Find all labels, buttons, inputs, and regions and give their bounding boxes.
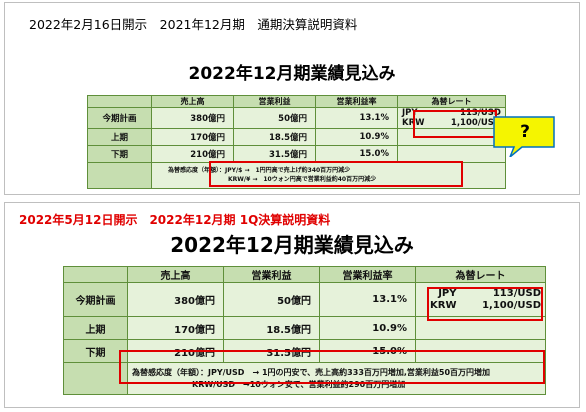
fx-currency: JPY xyxy=(402,108,418,118)
note-line: KRW/¥ → 10ウォン円高で営業利益約40百万円減少 xyxy=(228,175,377,183)
table-note-row: 為替感応度（年額）：JPY/USD → 1円の円安で、売上高約333百万円増加,… xyxy=(63,362,546,395)
sales-cell: 170億円 xyxy=(127,316,224,340)
fx-sensitivity-note: 為替感応度（年額）：JPY/USD → 1円の円安で、売上高約333百万円増加,… xyxy=(127,362,546,395)
table-row: 下期 210億円 31.5億円 15.0% xyxy=(87,145,506,164)
fx-currency: JPY xyxy=(438,287,457,299)
row-label: 下期 xyxy=(63,339,128,363)
disclosure-date: 2022年2月16日開示 2021年12月期 通期決算説明資料 xyxy=(29,17,358,32)
note-highlight xyxy=(119,350,545,384)
fx-value: 113/USD xyxy=(460,108,501,118)
table-row: 上期 170億円 18.5億円 10.9% xyxy=(63,316,546,340)
slide-title: 2022年12月期業績見込み xyxy=(170,233,414,257)
slide-feb-2022: 2022年2月16日開示 2021年12月期 通期決算説明資料 2022年12月… xyxy=(4,2,580,195)
margin-cell: 13.1% xyxy=(319,282,416,317)
op-cell: 18.5億円 xyxy=(233,128,316,147)
slide-title: 2022年12月期業績見込み xyxy=(188,64,396,84)
sales-cell: 380億円 xyxy=(151,106,234,130)
header-blank xyxy=(63,266,128,283)
margin-cell: 15.0% xyxy=(315,145,398,164)
op-cell: 50億円 xyxy=(223,282,320,317)
header-operating-profit: 営業利益 xyxy=(223,266,320,283)
table-row: 上期 170億円 18.5億円 10.9% xyxy=(87,128,506,147)
fx-rate-highlight xyxy=(427,287,543,321)
question-callout: ? xyxy=(492,115,558,158)
header-sales: 売上高 xyxy=(151,95,234,108)
fx-currency: KRW xyxy=(430,299,457,311)
question-mark: ? xyxy=(520,122,530,142)
sales-cell: 380億円 xyxy=(127,282,224,317)
row-label: 今期計画 xyxy=(63,282,128,317)
header-operating-margin: 営業利益率 xyxy=(315,95,398,108)
margin-cell: 10.9% xyxy=(315,128,398,147)
fx-value: 1,100/USD xyxy=(450,118,501,129)
header-fx-rate: 為替レート xyxy=(397,95,506,108)
sales-cell: 170億円 xyxy=(151,128,234,147)
note-highlight xyxy=(209,161,463,187)
table-header-row: 売上高 営業利益 営業利益率 為替レート xyxy=(63,266,546,283)
note-blank xyxy=(63,362,128,395)
row-label: 今期計画 xyxy=(87,106,152,130)
margin-cell: 13.1% xyxy=(315,106,398,130)
disclosure-date: 2022年5月12日開示 2022年12月期 1Q決算説明資料 xyxy=(19,213,331,227)
table-row: 今期計画 380億円 50億円 13.1% JPY 113/USD KRW 1,10… xyxy=(87,106,506,130)
fx-cell: JPY 113/USD KRW 1,100/USD xyxy=(397,106,506,130)
note-line: 為替感応度（年額）：JPY/USD → 1円の円安で、売上高約333百万円増加,… xyxy=(132,368,491,378)
op-cell: 18.5億円 xyxy=(223,316,320,340)
forecast-table: 売上高 営業利益 営業利益率 為替レート 今期計画 380億円 50億円 13.… xyxy=(87,95,506,190)
note-line: 為替感応度（年額）：JPY/$ → 1円円高で売上げ約340百万円減少 xyxy=(168,167,351,175)
note-blank xyxy=(87,162,152,190)
table-header-row: 売上高 営業利益 営業利益率 為替レート xyxy=(87,95,506,108)
row-label: 下期 xyxy=(87,145,152,164)
fx-value: 113/USD xyxy=(492,287,541,299)
fx-rate-highlight xyxy=(413,110,497,138)
row-label: 上期 xyxy=(63,316,128,340)
slide-may-2022: 2022年5月12日開示 2022年12月期 1Q決算説明資料 2022年12月… xyxy=(4,202,580,408)
header-fx-rate: 為替レート xyxy=(415,266,546,283)
header-operating-profit: 営業利益 xyxy=(233,95,316,108)
op-cell: 50億円 xyxy=(233,106,316,130)
header-sales: 売上高 xyxy=(127,266,224,283)
row-label: 上期 xyxy=(87,128,152,147)
fx-value: 1,100/USD xyxy=(482,299,541,311)
header-blank xyxy=(87,95,152,108)
note-line: KRW/USD →10ウォン安で、営業利益約290百万円増加 xyxy=(192,379,406,389)
margin-cell: 10.9% xyxy=(319,316,416,340)
header-operating-margin: 営業利益率 xyxy=(319,266,416,283)
